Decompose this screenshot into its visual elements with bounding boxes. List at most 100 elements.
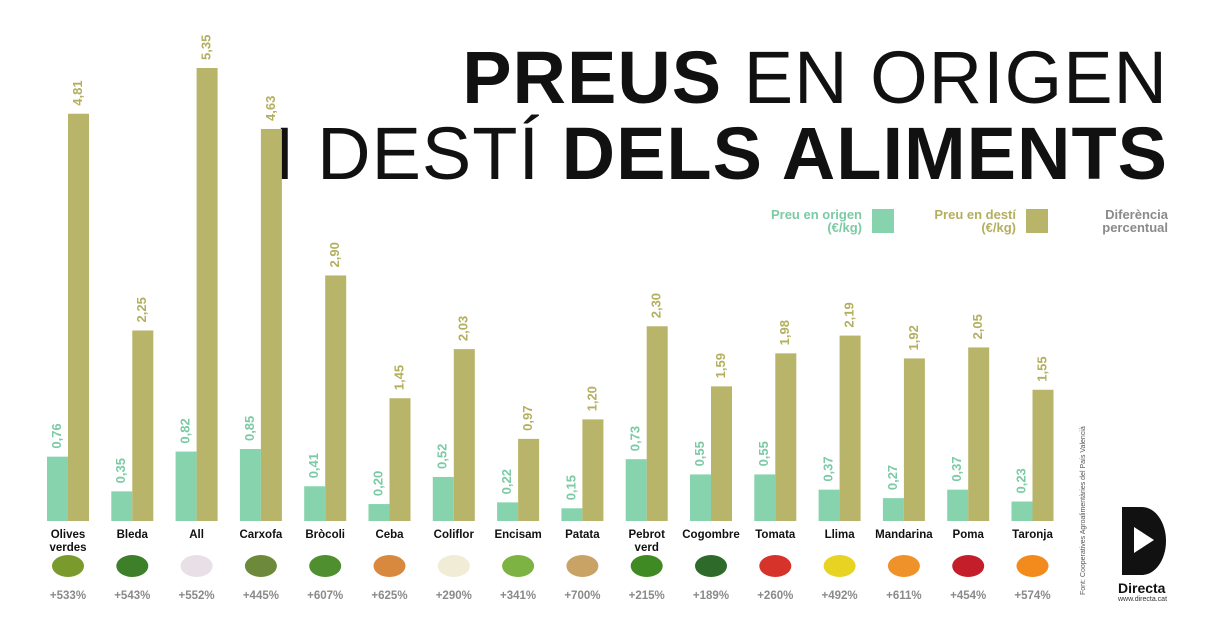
bar-origin: [368, 504, 390, 521]
bar-origin: [690, 474, 711, 521]
category-label: Olives verdes: [49, 529, 86, 554]
value-label-dest: 1,98: [777, 320, 792, 345]
category-label: Cogombre: [682, 529, 740, 541]
logo-name: Directa: [1118, 580, 1166, 596]
bar-dest: [260, 128, 282, 522]
artichoke-icon: [244, 555, 277, 577]
title-light-1: EN ORIGEN: [722, 36, 1168, 119]
bar-dest: [775, 353, 797, 521]
potato-icon: [566, 555, 599, 577]
percent-diff: +454%: [950, 590, 986, 602]
category-label: Bròcoli: [305, 529, 345, 541]
value-label-origin: 0,41: [306, 453, 321, 478]
category-label: Llima: [825, 529, 856, 541]
value-label-dest: 2,05: [970, 314, 985, 339]
legend-label-diff: Diferència percentual: [1102, 207, 1168, 235]
percent-diff: +290%: [436, 590, 472, 602]
bar-dest: [196, 68, 218, 521]
percent-diff: +543%: [114, 590, 150, 602]
bar-origin: [818, 489, 840, 521]
bar-dest: [325, 275, 347, 521]
category-label: Bleda: [117, 529, 149, 541]
bar-dest: [839, 335, 861, 521]
category-label: Poma: [953, 529, 985, 541]
bar-dest: [1032, 389, 1054, 521]
bar-dest: [968, 347, 990, 521]
percent-diff: +607%: [307, 590, 343, 602]
value-label-origin: 0,22: [499, 469, 514, 494]
apple-icon: [952, 555, 985, 577]
value-label-origin: 0,85: [242, 416, 257, 441]
legend-item-dest: Preu en destí (€/kg): [934, 208, 1048, 234]
tomato-icon: [759, 555, 792, 577]
title-bold-1: PREUS: [462, 36, 723, 119]
bar-dest: [518, 438, 540, 521]
bar-origin: [497, 502, 519, 521]
value-label-origin: 0,55: [692, 441, 707, 466]
chart-title: PREUS EN ORIGEN I DESTÍ DELS ALIMENTS: [274, 40, 1168, 192]
value-label-origin: 0,73: [628, 426, 643, 451]
bar-origin: [47, 456, 68, 521]
value-label-dest: 1,45: [391, 365, 406, 390]
value-label-dest: 2,19: [842, 302, 857, 327]
bar-origin: [882, 498, 904, 521]
bar-dest: [453, 349, 475, 521]
value-label-dest: 4,81: [70, 80, 85, 105]
category-label: Pebrot verd: [628, 529, 665, 554]
percent-diff: +533%: [50, 590, 86, 602]
percent-diff: +552%: [179, 590, 215, 602]
bar-origin: [432, 476, 454, 521]
title-bold-2: DELS ALIMENTS: [561, 112, 1168, 195]
value-label-origin: 0,27: [885, 465, 900, 490]
category-label: Taronja: [1012, 529, 1053, 541]
value-label-dest: 2,25: [134, 297, 149, 322]
lettuce-icon: [502, 555, 535, 577]
value-label-dest: 1,55: [1034, 356, 1049, 381]
directa-logo-mark: [1122, 507, 1166, 575]
bar-origin: [947, 489, 969, 521]
value-label-dest: 1,59: [713, 353, 728, 378]
value-label-origin: 0,35: [113, 458, 128, 483]
category-label: Patata: [565, 529, 600, 541]
percent-diff: +189%: [693, 590, 729, 602]
bar-dest: [389, 398, 411, 521]
value-label-dest: 0,97: [520, 406, 535, 431]
percent-diff: +700%: [564, 590, 600, 602]
title-line-2: I DESTÍ DELS ALIMENTS: [274, 116, 1168, 192]
category-label: Tomata: [755, 529, 796, 541]
category-label: Mandarina: [875, 529, 933, 541]
value-label-dest: 2,30: [649, 293, 664, 318]
value-label-origin: 0,15: [563, 475, 578, 500]
directa-logo: Directa www.directa.cat: [1118, 505, 1178, 603]
bar-origin: [625, 459, 647, 521]
value-label-origin: 0,52: [435, 444, 450, 469]
value-label-origin: 0,55: [756, 441, 771, 466]
category-label: Encisam: [494, 529, 541, 541]
orange-icon: [1016, 555, 1049, 577]
bar-origin: [175, 451, 197, 521]
cauliflower-icon: [437, 555, 470, 577]
legend-item-origin: Preu en origen (€/kg): [770, 208, 894, 234]
legend-label-origin: Preu en origen (€/kg): [770, 207, 862, 235]
category-label: Ceba: [375, 529, 404, 541]
value-label-dest: 4,63: [263, 96, 278, 121]
value-label-origin: 0,20: [370, 471, 385, 496]
legend-swatch-dest: [1026, 209, 1048, 233]
value-label-dest: 5,35: [199, 35, 214, 60]
percent-diff: +215%: [629, 590, 665, 602]
onion-icon: [373, 555, 406, 577]
category-label: Coliflor: [434, 529, 475, 541]
percent-diff: +341%: [500, 590, 536, 602]
garlic-icon: [180, 555, 213, 577]
mandarin-icon: [887, 555, 920, 577]
percent-diff: +611%: [886, 590, 922, 602]
value-label-origin: 0,23: [1013, 468, 1028, 493]
bar-origin: [754, 474, 776, 521]
value-label-dest: 2,90: [327, 242, 342, 267]
bar-dest: [132, 330, 154, 521]
green-pepper-icon: [630, 555, 663, 577]
percent-diff: +625%: [371, 590, 407, 602]
percent-diff: +574%: [1014, 590, 1050, 602]
legend-swatch-origin: [872, 209, 894, 233]
